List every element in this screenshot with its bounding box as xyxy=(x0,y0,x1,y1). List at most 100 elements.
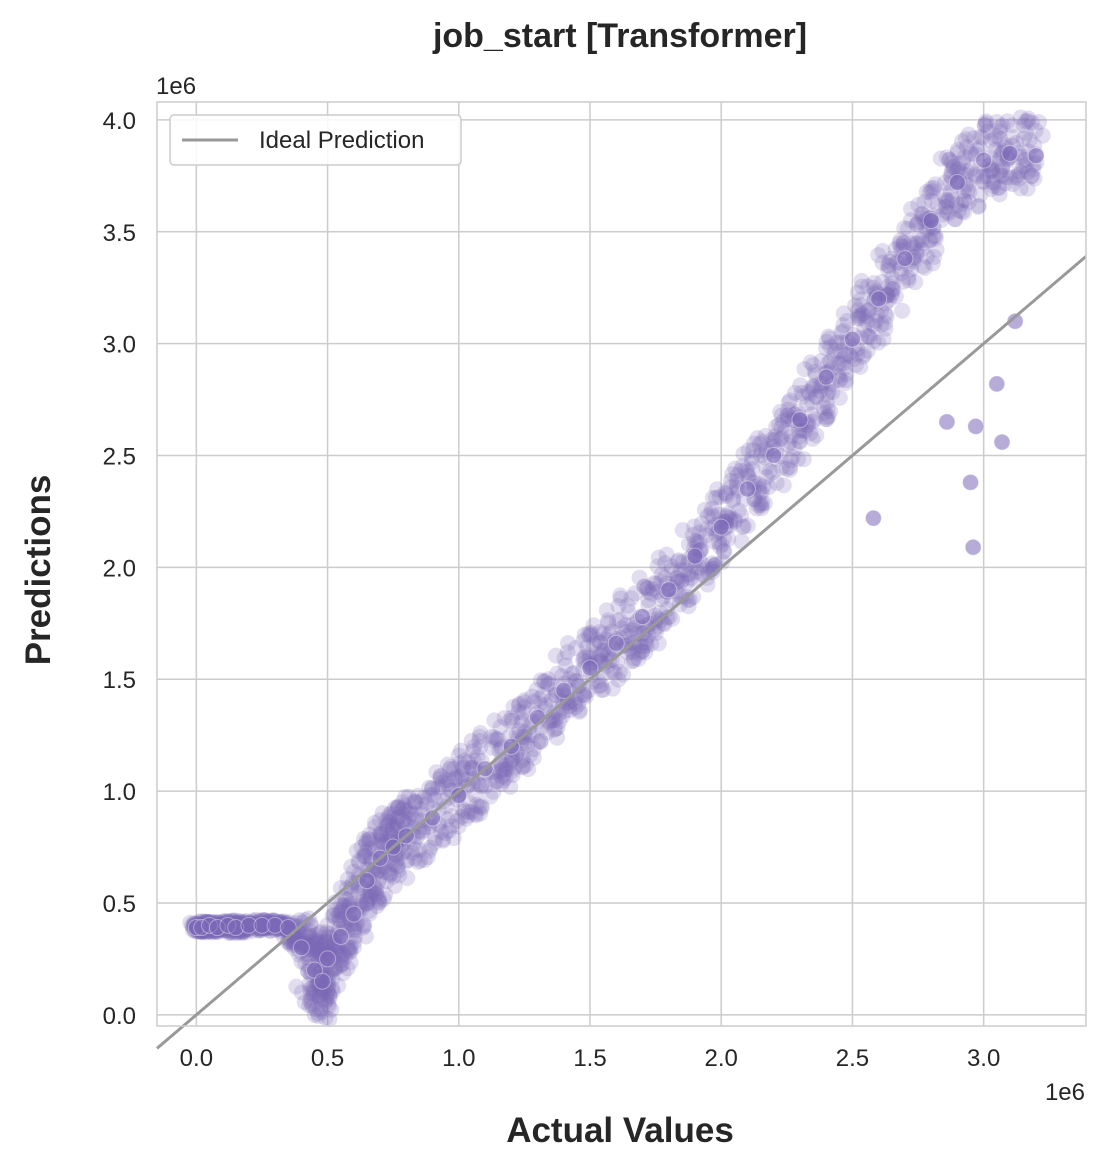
scatter-point xyxy=(309,986,326,1003)
x-tick-label: 3.0 xyxy=(967,1045,1000,1072)
scatter-point xyxy=(892,232,909,249)
scatter-point xyxy=(373,827,390,844)
scatter-point xyxy=(817,368,835,386)
scatter-point xyxy=(850,308,867,325)
scatter-point xyxy=(649,618,666,635)
scatter-point xyxy=(847,297,864,314)
scatter-point xyxy=(679,566,696,583)
scatter-point xyxy=(859,278,876,295)
scatter-point xyxy=(357,844,374,861)
scatter-point xyxy=(1019,180,1036,197)
scatter-point xyxy=(611,663,628,680)
scatter-point xyxy=(343,858,360,875)
scatter-point xyxy=(808,389,825,406)
scatter-point xyxy=(361,889,378,906)
scatter-point xyxy=(443,808,460,825)
scatter-point xyxy=(781,392,798,409)
scatter-point xyxy=(992,131,1009,148)
scatter-point xyxy=(842,348,859,365)
scatter-point xyxy=(1004,117,1021,134)
scatter-point xyxy=(332,956,349,973)
scatter-point xyxy=(543,692,560,709)
scatter-point xyxy=(740,468,757,485)
scatter-point xyxy=(501,756,518,773)
scatter-point xyxy=(740,442,757,459)
scatter-point xyxy=(953,196,970,213)
scatter-point xyxy=(356,887,373,904)
scatter-point xyxy=(1019,113,1036,130)
scatter-point xyxy=(391,867,408,884)
scatter-point xyxy=(412,793,429,810)
scatter-point xyxy=(547,711,564,728)
scatter-point xyxy=(626,620,643,637)
scatter-point xyxy=(312,924,329,941)
scatter-point xyxy=(306,1006,323,1023)
scatter-point xyxy=(630,645,647,662)
scatter-point xyxy=(659,601,676,618)
scatter-point xyxy=(561,698,578,715)
scatter-point xyxy=(593,645,610,662)
scatter-point xyxy=(586,636,603,653)
scatter-point xyxy=(1004,176,1021,193)
scatter-point xyxy=(383,804,400,821)
scatter-point xyxy=(718,485,735,502)
scatter-point xyxy=(978,113,995,130)
scatter-point xyxy=(781,433,798,450)
scatter-point xyxy=(994,158,1011,175)
scatter-point xyxy=(786,440,803,457)
scatter-point xyxy=(612,590,629,607)
scatter-point xyxy=(991,123,1008,140)
scatter-point xyxy=(465,752,482,769)
scatter-point xyxy=(906,235,923,252)
scatter-point xyxy=(974,129,991,146)
scatter-point xyxy=(714,554,731,571)
scatter-point xyxy=(547,647,564,664)
scatter-point xyxy=(625,652,642,669)
scatter-point xyxy=(403,844,420,861)
x-offset-text: 1e6 xyxy=(1045,1079,1085,1106)
scatter-point xyxy=(751,435,768,452)
scatter-point xyxy=(867,312,884,329)
scatter-point xyxy=(856,346,873,363)
scatter-point xyxy=(472,724,489,741)
scatter-point xyxy=(367,818,384,835)
scatter-point xyxy=(837,375,854,392)
scatter-point xyxy=(849,284,866,301)
scatter-point xyxy=(712,538,729,555)
scatter-point xyxy=(416,789,433,806)
scatter-point xyxy=(324,982,341,999)
ideal-prediction-line xyxy=(156,255,1087,1050)
scatter-point xyxy=(346,933,363,950)
ideal-line-group xyxy=(156,255,1087,1050)
scatter-point xyxy=(907,274,924,291)
scatter-point xyxy=(761,463,778,480)
scatter-point xyxy=(859,328,876,345)
scatter-point xyxy=(516,699,533,716)
scatter-point xyxy=(750,497,767,514)
scatter-point xyxy=(864,509,882,527)
scatter-point xyxy=(318,934,335,951)
scatter-point xyxy=(493,756,510,773)
scatter-point xyxy=(830,368,847,385)
scatter-point xyxy=(783,452,800,469)
scatter-point xyxy=(691,533,708,550)
scatter-point xyxy=(919,248,936,265)
scatter-point xyxy=(358,895,375,912)
scatter-point xyxy=(819,400,836,417)
scatter-point xyxy=(549,720,566,737)
scatter-point xyxy=(412,852,429,869)
scatter-point xyxy=(301,997,318,1014)
scatter-point xyxy=(991,186,1008,203)
scatter-point xyxy=(887,288,904,305)
scatter-point xyxy=(609,612,626,629)
scatter-point xyxy=(316,991,333,1008)
scatter-point xyxy=(986,174,1003,191)
x-axis-label: Actual Values xyxy=(506,1111,734,1150)
scatter-point xyxy=(319,917,336,934)
scatter-point xyxy=(801,385,818,402)
scatter-point xyxy=(1002,169,1019,186)
scatter-point xyxy=(390,798,407,815)
scatter-point xyxy=(308,934,325,951)
scatter-point xyxy=(1023,168,1040,185)
